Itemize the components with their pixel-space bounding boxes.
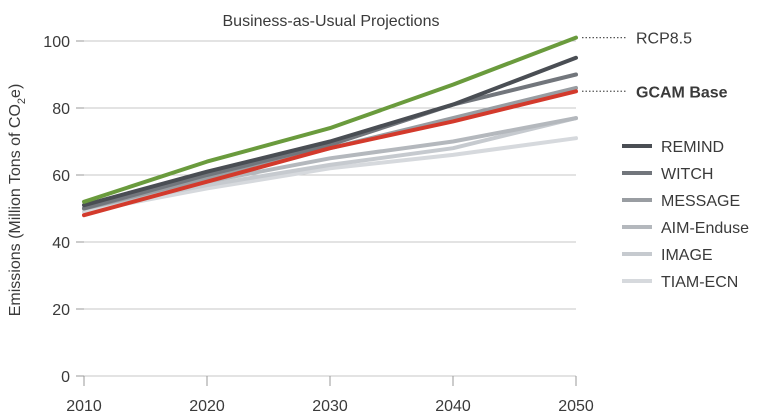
series-line-tiam-ecn bbox=[82, 136, 578, 214]
series-line-gcam-base bbox=[82, 89, 578, 218]
x-tick-label: 2040 bbox=[435, 398, 471, 415]
x-tick-label: 2050 bbox=[558, 398, 594, 415]
x-tick-label: 2010 bbox=[66, 398, 102, 415]
legend-label-tiam-ecn: TIAM-ECN bbox=[661, 274, 738, 291]
series-line-witch bbox=[82, 72, 578, 211]
y-tick-label: 20 bbox=[52, 302, 70, 319]
series-line-aim-enduse bbox=[82, 116, 578, 211]
y-axis-label-subscript: 2 bbox=[16, 98, 28, 104]
y-axis-label-suffix: e) bbox=[7, 84, 24, 98]
legend-label-message: MESSAGE bbox=[661, 193, 740, 210]
series-labels: RCP8.5 GCAM Base bbox=[582, 31, 728, 101]
y-tick-label: 40 bbox=[52, 235, 70, 252]
y-tick-label: 0 bbox=[61, 369, 70, 386]
x-tick-label: 2030 bbox=[312, 398, 348, 415]
legend: REMIND WITCH MESSAGE AIM-Enduse IMAGE TIAM-EC… bbox=[622, 139, 749, 291]
x-axis-ticks: 2010 2020 2030 2040 2050 bbox=[66, 376, 594, 415]
legend-label-remind: REMIND bbox=[661, 139, 724, 156]
y-axis-label: Emissions (Million Tons of CO2e) bbox=[7, 84, 28, 317]
x-tick-label: 2020 bbox=[189, 398, 225, 415]
y-axis-ticks: 0 20 40 60 80 100 bbox=[43, 34, 84, 386]
callout-label-rcp8-5: RCP8.5 bbox=[636, 31, 692, 48]
y-tick-label: 80 bbox=[52, 101, 70, 118]
legend-label-aim-enduse: AIM-Enduse bbox=[661, 220, 749, 237]
y-tick-label: 60 bbox=[52, 168, 70, 185]
y-tick-label: 100 bbox=[43, 34, 70, 51]
series-lines bbox=[82, 35, 578, 218]
callout-label-gcam-base: GCAM Base bbox=[636, 84, 728, 101]
series-line-remind bbox=[82, 55, 578, 208]
chart-title: Business-as-Usual Projections bbox=[223, 13, 440, 30]
series-line-rcp8-5 bbox=[82, 35, 578, 204]
y-axis-label-main: Emissions (Million Tons of CO bbox=[7, 104, 24, 316]
legend-label-witch: WITCH bbox=[661, 166, 713, 183]
legend-label-image: IMAGE bbox=[661, 247, 713, 264]
